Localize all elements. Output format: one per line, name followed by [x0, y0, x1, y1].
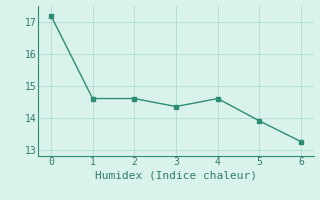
X-axis label: Humidex (Indice chaleur): Humidex (Indice chaleur) [95, 170, 257, 180]
